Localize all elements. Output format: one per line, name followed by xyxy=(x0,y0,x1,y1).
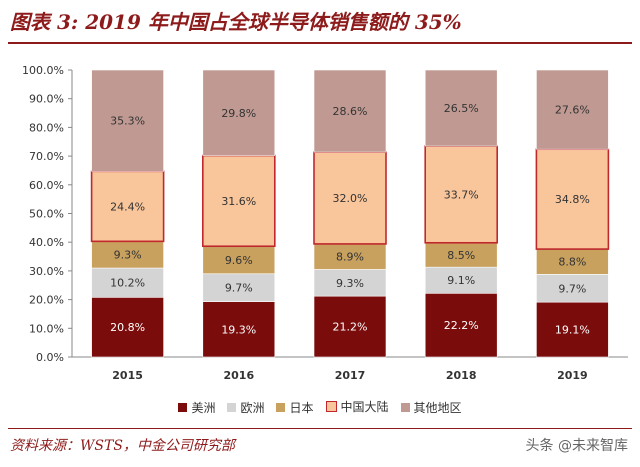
y-tick-label: 60.0% xyxy=(29,179,64,192)
x-tick-label: 2015 xyxy=(112,369,143,382)
y-tick-label: 0.0% xyxy=(36,351,64,364)
data-label-europe: 9.7% xyxy=(225,282,253,295)
data-label-japan: 8.5% xyxy=(447,249,475,262)
bar-segment-china xyxy=(202,154,276,248)
legend-swatch-japan xyxy=(276,403,286,412)
data-label-americas: 22.2% xyxy=(444,319,479,332)
data-label-china: 33.7% xyxy=(444,188,479,201)
chart-legend: 美洲 欧洲 日本 中国大陆 其他地区 xyxy=(0,398,640,416)
legend-label-china: 中国大陆 xyxy=(340,400,389,414)
x-tick-label: 2016 xyxy=(223,369,254,382)
bar-segment-europe xyxy=(313,269,387,297)
bar-segment-other xyxy=(536,69,609,150)
x-tick-label: 2019 xyxy=(557,369,588,382)
data-label-europe: 9.3% xyxy=(336,277,364,290)
data-label-japan: 8.8% xyxy=(558,256,586,269)
bar-segment-europe xyxy=(536,274,609,303)
bar-segment-china xyxy=(90,170,165,243)
data-label-americas: 20.8% xyxy=(110,321,145,334)
y-tick-label: 40.0% xyxy=(29,236,64,249)
data-label-europe: 9.7% xyxy=(558,282,586,295)
data-label-other: 27.6% xyxy=(555,104,590,117)
bar-segment-china xyxy=(535,148,610,250)
data-label-japan: 9.6% xyxy=(225,254,253,267)
bar-segment-americas xyxy=(536,301,609,358)
bar-segment-americas xyxy=(313,295,387,358)
stacked-bar-chart: 0.0% 10.0% 20.0% 30.0% 40.0% 50.0% 60.0% 70.0% 8… xyxy=(22,64,628,382)
data-label-americas: 19.3% xyxy=(221,323,256,336)
bar-segment-europe xyxy=(202,273,276,302)
y-tick-label: 50.0% xyxy=(29,208,64,221)
legend-swatch-europe xyxy=(227,403,237,412)
data-label-china: 31.6% xyxy=(221,195,256,208)
legend-label-americas: 美洲 xyxy=(191,401,216,415)
bar-segment-japan xyxy=(424,242,498,268)
bar-segment-japan xyxy=(536,248,609,275)
y-tick-label: 70.0% xyxy=(29,150,64,163)
legend-swatch-china xyxy=(325,401,337,412)
data-label-other: 35.3% xyxy=(110,115,145,128)
bar-segment-europe xyxy=(424,266,498,294)
legend-label-other: 其他地区 xyxy=(413,401,462,415)
y-tick-label: 10.0% xyxy=(29,322,64,335)
bar-segment-japan xyxy=(313,243,387,270)
bar-segment-americas xyxy=(424,292,498,358)
legend-item-europe: 欧洲 xyxy=(227,399,264,416)
data-label-other: 26.5% xyxy=(444,102,479,115)
bar-segment-other xyxy=(424,69,498,147)
bar-segment-other xyxy=(202,69,276,156)
data-label-other: 29.8% xyxy=(221,107,256,120)
y-tick-label: 90.0% xyxy=(29,93,64,106)
x-tick-label: 2018 xyxy=(446,369,477,382)
title-rule xyxy=(8,42,632,44)
data-label-other: 28.6% xyxy=(333,105,368,118)
legend-item-americas: 美洲 xyxy=(178,399,215,416)
y-tick-label: 20.0% xyxy=(29,294,64,307)
y-tick-label: 100.0% xyxy=(22,64,64,77)
data-label-japan: 9.3% xyxy=(114,249,142,262)
legend-item-other: 其他地区 xyxy=(400,399,462,416)
data-label-americas: 21.2% xyxy=(333,321,368,334)
data-label-japan: 8.9% xyxy=(336,251,364,264)
legend-swatch-americas xyxy=(178,403,188,412)
data-label-china: 24.4% xyxy=(110,200,145,213)
source-note: 资料来源：WSTS，中金公司研究部 xyxy=(10,438,235,454)
bar-segment-other xyxy=(91,69,164,172)
bar-segment-other xyxy=(313,69,387,153)
data-label-europe: 10.2% xyxy=(110,277,145,290)
legend-item-china: 中国大陆 xyxy=(325,398,389,415)
x-tick-label: 2017 xyxy=(335,369,366,382)
watermark: 头条 @未来智库 xyxy=(525,438,628,454)
y-tick-label: 80.0% xyxy=(29,121,64,134)
bar-segment-americas xyxy=(91,297,164,358)
legend-swatch-other xyxy=(400,403,410,412)
y-tick-label: 30.0% xyxy=(29,265,64,278)
data-label-china: 32.0% xyxy=(333,192,368,205)
legend-item-japan: 日本 xyxy=(276,399,314,416)
legend-label-japan: 日本 xyxy=(289,401,314,415)
data-label-china: 34.8% xyxy=(555,193,590,206)
data-label-americas: 19.1% xyxy=(555,324,590,337)
footer-rule xyxy=(8,428,632,429)
data-label-europe: 9.1% xyxy=(447,274,475,287)
chart-title: 图表 3: 2019 年中国占全球半导体销售额的 35% xyxy=(10,10,462,34)
legend-label-europe: 欧洲 xyxy=(240,401,265,415)
bar-segment-americas xyxy=(202,301,276,358)
bar-segment-china xyxy=(313,151,387,245)
